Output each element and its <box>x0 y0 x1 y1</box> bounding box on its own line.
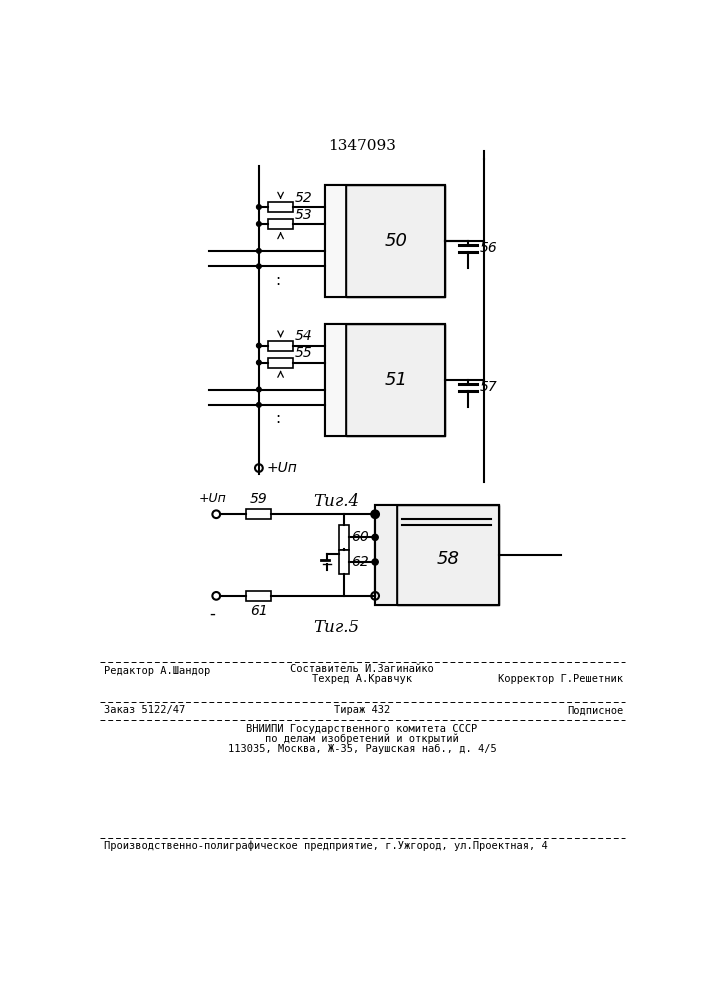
Bar <box>247 509 271 519</box>
Text: :: : <box>276 273 281 288</box>
Text: Производственно-полиграфическое предприятие, г.Ужгород, ул.Проектная, 4: Производственно-полиграфическое предприя… <box>104 841 548 851</box>
Text: Τиг.4: Τиг.4 <box>313 493 359 510</box>
Circle shape <box>257 205 261 209</box>
Circle shape <box>257 264 261 269</box>
Text: 56: 56 <box>480 241 498 255</box>
Text: Редактор А.Шандор: Редактор А.Шандор <box>104 666 210 676</box>
Text: Заказ 5122/47: Заказ 5122/47 <box>104 705 185 715</box>
Text: 55: 55 <box>295 346 312 360</box>
Text: 1347093: 1347093 <box>328 139 396 153</box>
Text: Техред А.Кравчук: Техред А.Кравчук <box>312 674 412 684</box>
Text: 52: 52 <box>295 191 312 205</box>
Bar <box>325 185 445 297</box>
Bar <box>397 505 499 605</box>
Text: 54: 54 <box>295 329 312 343</box>
Text: 60: 60 <box>351 530 369 544</box>
Bar <box>325 185 346 297</box>
Text: 51: 51 <box>384 371 407 389</box>
Text: Тираж 432: Тираж 432 <box>334 705 390 715</box>
Circle shape <box>372 511 378 517</box>
Text: Корректор Г.Решетник: Корректор Г.Решетник <box>498 674 623 684</box>
Text: Τиг.5: Τиг.5 <box>313 619 359 636</box>
Circle shape <box>257 403 261 407</box>
Text: 59: 59 <box>250 492 268 506</box>
Text: Составитель И.Загинайко: Составитель И.Загинайко <box>290 664 434 674</box>
Circle shape <box>257 222 261 226</box>
Bar <box>375 505 397 605</box>
Bar <box>375 505 499 605</box>
Circle shape <box>257 249 261 253</box>
Bar <box>325 324 445 436</box>
Text: :: : <box>276 411 281 426</box>
Bar <box>268 219 293 229</box>
Bar <box>247 591 271 601</box>
Text: 113035, Москва, Ж-35, Раушская наб., д. 4/5: 113035, Москва, Ж-35, Раушская наб., д. … <box>228 744 496 754</box>
Bar <box>325 185 445 297</box>
Text: -: - <box>209 605 216 623</box>
Text: 61: 61 <box>250 604 268 618</box>
Text: 62: 62 <box>351 555 369 569</box>
Bar <box>325 324 445 436</box>
Text: +Uп: +Uп <box>267 461 298 475</box>
Circle shape <box>257 343 261 348</box>
Text: 50: 50 <box>384 232 407 250</box>
Bar <box>375 505 499 605</box>
Text: ВНИИПИ Государственного комитета СССР: ВНИИПИ Государственного комитета СССР <box>246 724 477 734</box>
Bar <box>268 202 293 212</box>
Circle shape <box>257 360 261 365</box>
Text: 57: 57 <box>480 380 498 394</box>
Text: Подписное: Подписное <box>567 705 623 715</box>
Text: по делам изобретений и открытий: по делам изобретений и открытий <box>265 734 459 744</box>
Bar <box>346 185 445 297</box>
Bar <box>339 550 349 574</box>
Circle shape <box>257 387 261 392</box>
Bar <box>268 358 293 368</box>
Circle shape <box>372 534 378 540</box>
Bar <box>268 341 293 351</box>
Text: 53: 53 <box>295 208 312 222</box>
Bar <box>346 324 445 436</box>
Bar <box>325 324 346 436</box>
Text: +Uп: +Uп <box>199 492 226 505</box>
Text: 58: 58 <box>436 550 460 568</box>
Circle shape <box>372 559 378 565</box>
Bar <box>339 525 349 550</box>
